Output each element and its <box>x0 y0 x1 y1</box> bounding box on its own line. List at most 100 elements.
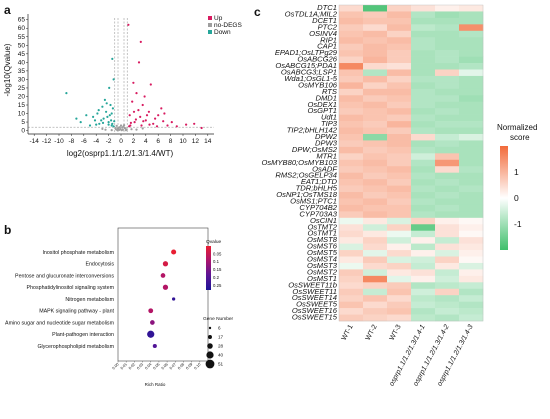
volcano-y-tick-label: 30 <box>18 76 26 83</box>
heatmap-cell <box>435 295 460 302</box>
heatmap-row-label: TIP3 <box>321 119 338 128</box>
heatmap-cell <box>459 88 484 96</box>
heatmap-cell <box>339 159 364 167</box>
heatmap-cell <box>435 140 460 148</box>
heatmap-cell <box>387 101 412 109</box>
heatmap-row-label: OsGPT1 <box>307 106 337 115</box>
heatmap-cell <box>459 275 484 283</box>
heatmap-cell <box>411 224 436 232</box>
heatmap-row-label: OsDEX1 <box>307 100 337 109</box>
bubble-category-label: Amino sugar and nucleotide sugar metabol… <box>5 320 115 326</box>
legend-swatch <box>208 30 212 34</box>
volcano-point <box>124 127 127 130</box>
heatmap-cell <box>387 114 412 122</box>
volcano-point <box>105 102 108 105</box>
heatmap-cell <box>435 37 460 44</box>
heatmap-cell <box>435 82 460 90</box>
volcano-point <box>155 125 159 128</box>
heatmap-cell <box>387 166 412 173</box>
heatmap-cell <box>411 243 436 251</box>
bubble-point <box>172 297 176 301</box>
heatmap-cell <box>387 127 412 135</box>
heatmap-cell <box>339 237 364 244</box>
heatmap-cell <box>411 11 436 19</box>
heatmap-cell <box>411 217 436 225</box>
heatmap-cell <box>363 288 388 296</box>
heatmap-cell <box>435 133 460 141</box>
qvalue-legend-tick: 0.1 <box>213 259 220 264</box>
heatmap-cell <box>387 250 412 257</box>
heatmap-cell <box>339 75 364 83</box>
heatmap-cell <box>459 301 484 309</box>
heatmap-cell <box>387 43 412 51</box>
heatmap-cell <box>387 153 412 161</box>
heatmap-row-label: OsMST3 <box>307 261 338 270</box>
volcano-point <box>166 124 169 127</box>
heatmap-cell <box>435 211 460 219</box>
kegg-bubble-chart: Inositol phosphate metabolism Endocytosis… <box>5 227 234 387</box>
heatmap-cell <box>435 224 460 232</box>
bubble-category-label: MAPK signaling pathway - plant <box>39 309 114 315</box>
heatmap-cell <box>459 30 484 38</box>
heatmap-cell <box>387 82 412 90</box>
heatmap-row-label: DPW3 <box>315 138 338 147</box>
heatmap-cell <box>339 140 364 148</box>
bubble-x-tick-label: 0.09 <box>185 362 193 370</box>
qvalue-legend-title: Qvalue <box>206 239 222 245</box>
heatmap-row-label: DTC1 <box>317 3 337 12</box>
heatmap-cell <box>387 275 412 283</box>
heatmap-cell <box>435 230 460 238</box>
volcano-point <box>141 127 144 130</box>
heatmap-cell <box>459 127 484 135</box>
heatmap-cell <box>411 108 436 115</box>
volcano-point <box>75 117 78 120</box>
volcano-point <box>97 109 100 112</box>
heatmap-cell <box>387 224 412 232</box>
bubble-category-labels: Inositol phosphate metabolism Endocytosis… <box>5 250 115 350</box>
heatmap-cell <box>387 301 412 309</box>
heatmap-row-label: OsCIN1 <box>310 216 337 225</box>
bubble-x-ticks: 0.00 0.01 0.02 0.03 0.04 0.05 0.06 0.07 0.08 0.09… <box>112 361 202 370</box>
volcano-point <box>93 119 97 122</box>
heatmap-cell <box>387 37 412 44</box>
volcano-point <box>121 126 124 129</box>
heatmap-cell <box>387 133 412 141</box>
heatmap-row-label: OsMST5 <box>307 248 338 257</box>
bubble-points <box>147 249 177 349</box>
heatmap-cell <box>387 282 412 290</box>
heatmap-cell <box>459 308 484 315</box>
volcano-y-tick-label: 10 <box>18 111 26 118</box>
heatmap-cell <box>363 172 388 180</box>
heatmap-cell <box>363 95 388 103</box>
volcano-point <box>88 124 92 127</box>
heatmap-cell <box>339 43 364 51</box>
heatmap-cell <box>435 5 460 12</box>
volcano-y-tick-label: 5 <box>21 119 25 126</box>
gene-number-legend-label: 28 <box>218 344 224 349</box>
heatmap-cell <box>339 256 364 264</box>
heatmap-column-label: WT-3 <box>389 324 403 342</box>
heatmap-cell <box>411 269 436 277</box>
volcano-x-tick-label: 0 <box>119 138 123 145</box>
heatmap-cell <box>459 166 484 173</box>
heatmap-cell <box>411 30 436 38</box>
heatmap-row-label: OsMYB80;OsMYB103 <box>261 158 337 167</box>
bubble-category-label: Glycerophospholipid metabolism <box>37 344 114 350</box>
heatmap-row-label: EAT1;DTD <box>301 177 338 186</box>
volcano-point <box>119 124 123 127</box>
heatmap-cell <box>339 282 364 290</box>
heatmap-cell <box>411 95 436 103</box>
heatmap-row-label: OsMYB106 <box>298 80 338 89</box>
heatmap-row-label: OsMST1 <box>307 274 337 283</box>
heatmap-cell <box>339 56 364 64</box>
volcano-point <box>112 125 115 128</box>
volcano-x-tick-label: -4 <box>93 138 99 145</box>
volcano-x-tick-label: -10 <box>54 138 64 145</box>
heatmap-legend-tick: -1 <box>514 219 522 229</box>
bubble-point <box>162 284 169 290</box>
heatmap-cell <box>363 256 388 264</box>
heatmap-cell <box>363 185 388 193</box>
heatmap-cell <box>339 172 364 180</box>
heatmap-cell <box>435 43 460 51</box>
